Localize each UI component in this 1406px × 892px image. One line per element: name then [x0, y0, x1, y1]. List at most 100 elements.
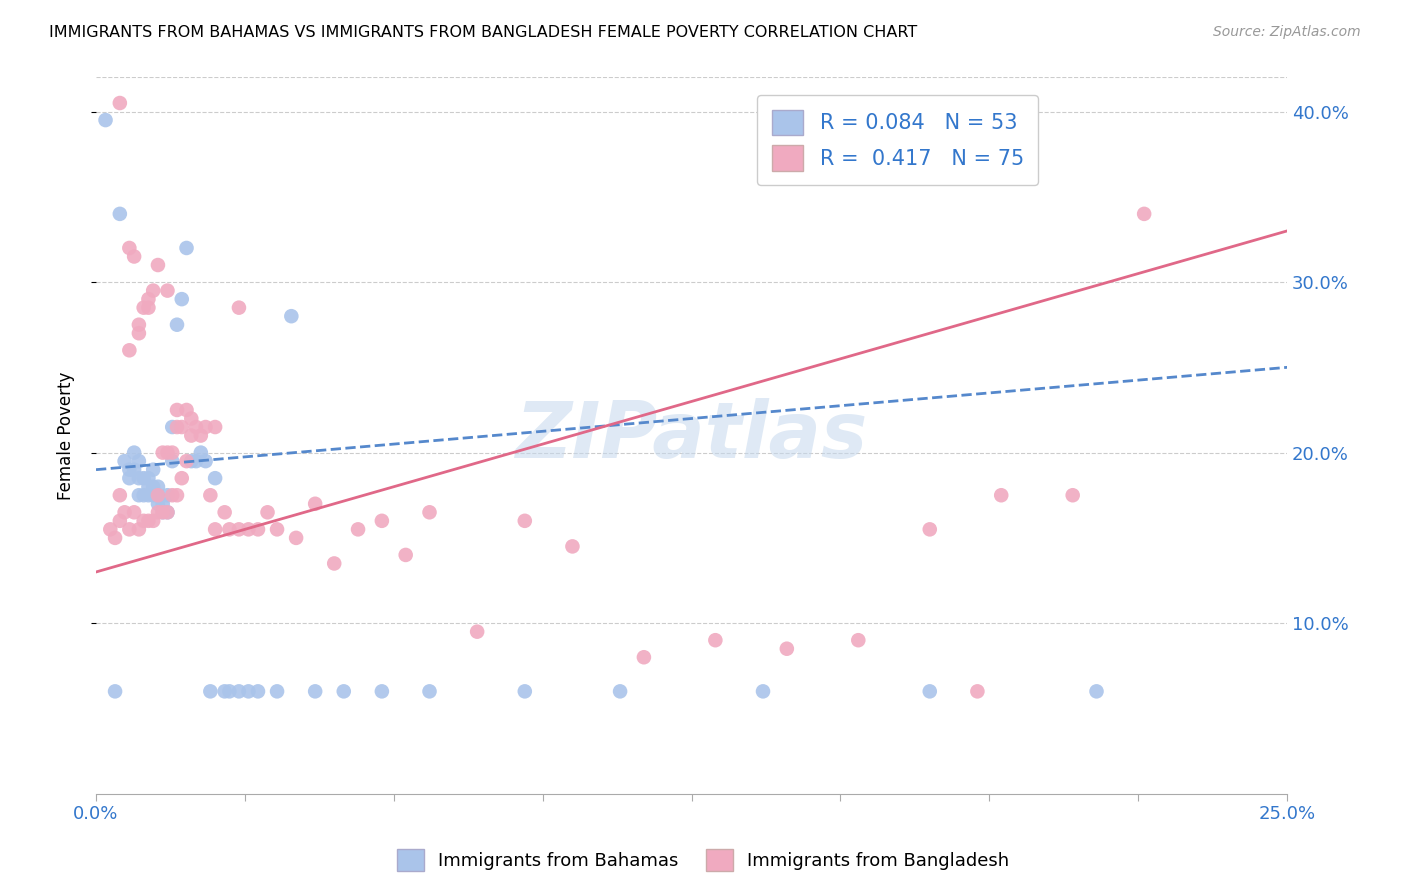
Point — [156, 505, 179, 519]
Point — [304, 497, 326, 511]
Text: IMMIGRANTS FROM BAHAMAS VS IMMIGRANTS FROM BANGLADESH FEMALE POVERTY CORRELATION: IMMIGRANTS FROM BAHAMAS VS IMMIGRANTS FR… — [49, 25, 918, 40]
Point — [323, 557, 346, 571]
Point — [94, 113, 117, 128]
Point — [246, 522, 269, 536]
Point — [132, 514, 155, 528]
Point — [285, 531, 308, 545]
Point — [146, 488, 169, 502]
Point — [146, 488, 169, 502]
Point — [513, 514, 536, 528]
Point — [162, 420, 184, 434]
Point — [122, 250, 145, 264]
Point — [190, 428, 212, 442]
Point — [194, 454, 217, 468]
Point — [166, 318, 188, 332]
Point — [561, 540, 583, 554]
Point — [108, 514, 131, 528]
Point — [228, 684, 250, 698]
Point — [104, 684, 127, 698]
Legend: Immigrants from Bahamas, Immigrants from Bangladesh: Immigrants from Bahamas, Immigrants from… — [389, 842, 1017, 879]
Point — [180, 428, 202, 442]
Point — [156, 284, 179, 298]
Point — [228, 301, 250, 315]
Point — [128, 318, 150, 332]
Point — [800, 113, 823, 128]
Point — [371, 514, 394, 528]
Point — [776, 641, 799, 656]
Point — [214, 505, 236, 519]
Point — [190, 445, 212, 459]
Point — [204, 471, 226, 485]
Point — [218, 684, 240, 698]
Text: Source: ZipAtlas.com: Source: ZipAtlas.com — [1213, 25, 1361, 39]
Point — [238, 522, 260, 536]
Point — [1085, 684, 1108, 698]
Point — [204, 522, 226, 536]
Point — [180, 454, 202, 468]
Point — [108, 95, 131, 110]
Point — [162, 488, 184, 502]
Point — [146, 497, 169, 511]
Point — [418, 505, 440, 519]
Point — [870, 138, 893, 153]
Text: ZIPatlas: ZIPatlas — [516, 398, 868, 474]
Point — [170, 471, 193, 485]
Point — [266, 684, 288, 698]
Point — [152, 497, 174, 511]
Point — [238, 684, 260, 698]
Point — [280, 309, 302, 323]
Point — [162, 445, 184, 459]
Point — [166, 420, 188, 434]
Point — [138, 488, 160, 502]
Point — [184, 454, 207, 468]
Point — [156, 445, 179, 459]
Point — [122, 463, 145, 477]
Point — [142, 480, 165, 494]
Y-axis label: Female Poverty: Female Poverty — [58, 371, 75, 500]
Point — [304, 684, 326, 698]
Point — [152, 505, 174, 519]
Point — [114, 454, 136, 468]
Point — [704, 633, 727, 648]
Point — [138, 292, 160, 306]
Point — [180, 411, 202, 425]
Point — [152, 445, 174, 459]
Point — [132, 471, 155, 485]
Point — [122, 445, 145, 459]
Point — [118, 463, 141, 477]
Point — [146, 480, 169, 494]
Point — [176, 403, 198, 417]
Point — [142, 463, 165, 477]
Point — [846, 633, 869, 648]
Point — [609, 684, 631, 698]
Point — [170, 292, 193, 306]
Point — [371, 684, 394, 698]
Point — [162, 454, 184, 468]
Point — [176, 241, 198, 255]
Point — [128, 471, 150, 485]
Point — [990, 488, 1012, 502]
Legend: R = 0.084   N = 53, R =  0.417   N = 75: R = 0.084 N = 53, R = 0.417 N = 75 — [756, 95, 1039, 186]
Point — [128, 488, 150, 502]
Point — [200, 684, 222, 698]
Point — [108, 207, 131, 221]
Point — [146, 505, 169, 519]
Point — [214, 684, 236, 698]
Point — [246, 684, 269, 698]
Point — [347, 522, 370, 536]
Point — [138, 301, 160, 315]
Point — [228, 522, 250, 536]
Point — [156, 505, 179, 519]
Point — [1133, 207, 1156, 221]
Point — [752, 684, 775, 698]
Point — [1062, 488, 1084, 502]
Point — [513, 684, 536, 698]
Point — [118, 241, 141, 255]
Point — [138, 471, 160, 485]
Point — [166, 403, 188, 417]
Point — [465, 624, 488, 639]
Point — [194, 420, 217, 434]
Point — [918, 522, 941, 536]
Point — [122, 505, 145, 519]
Point — [200, 488, 222, 502]
